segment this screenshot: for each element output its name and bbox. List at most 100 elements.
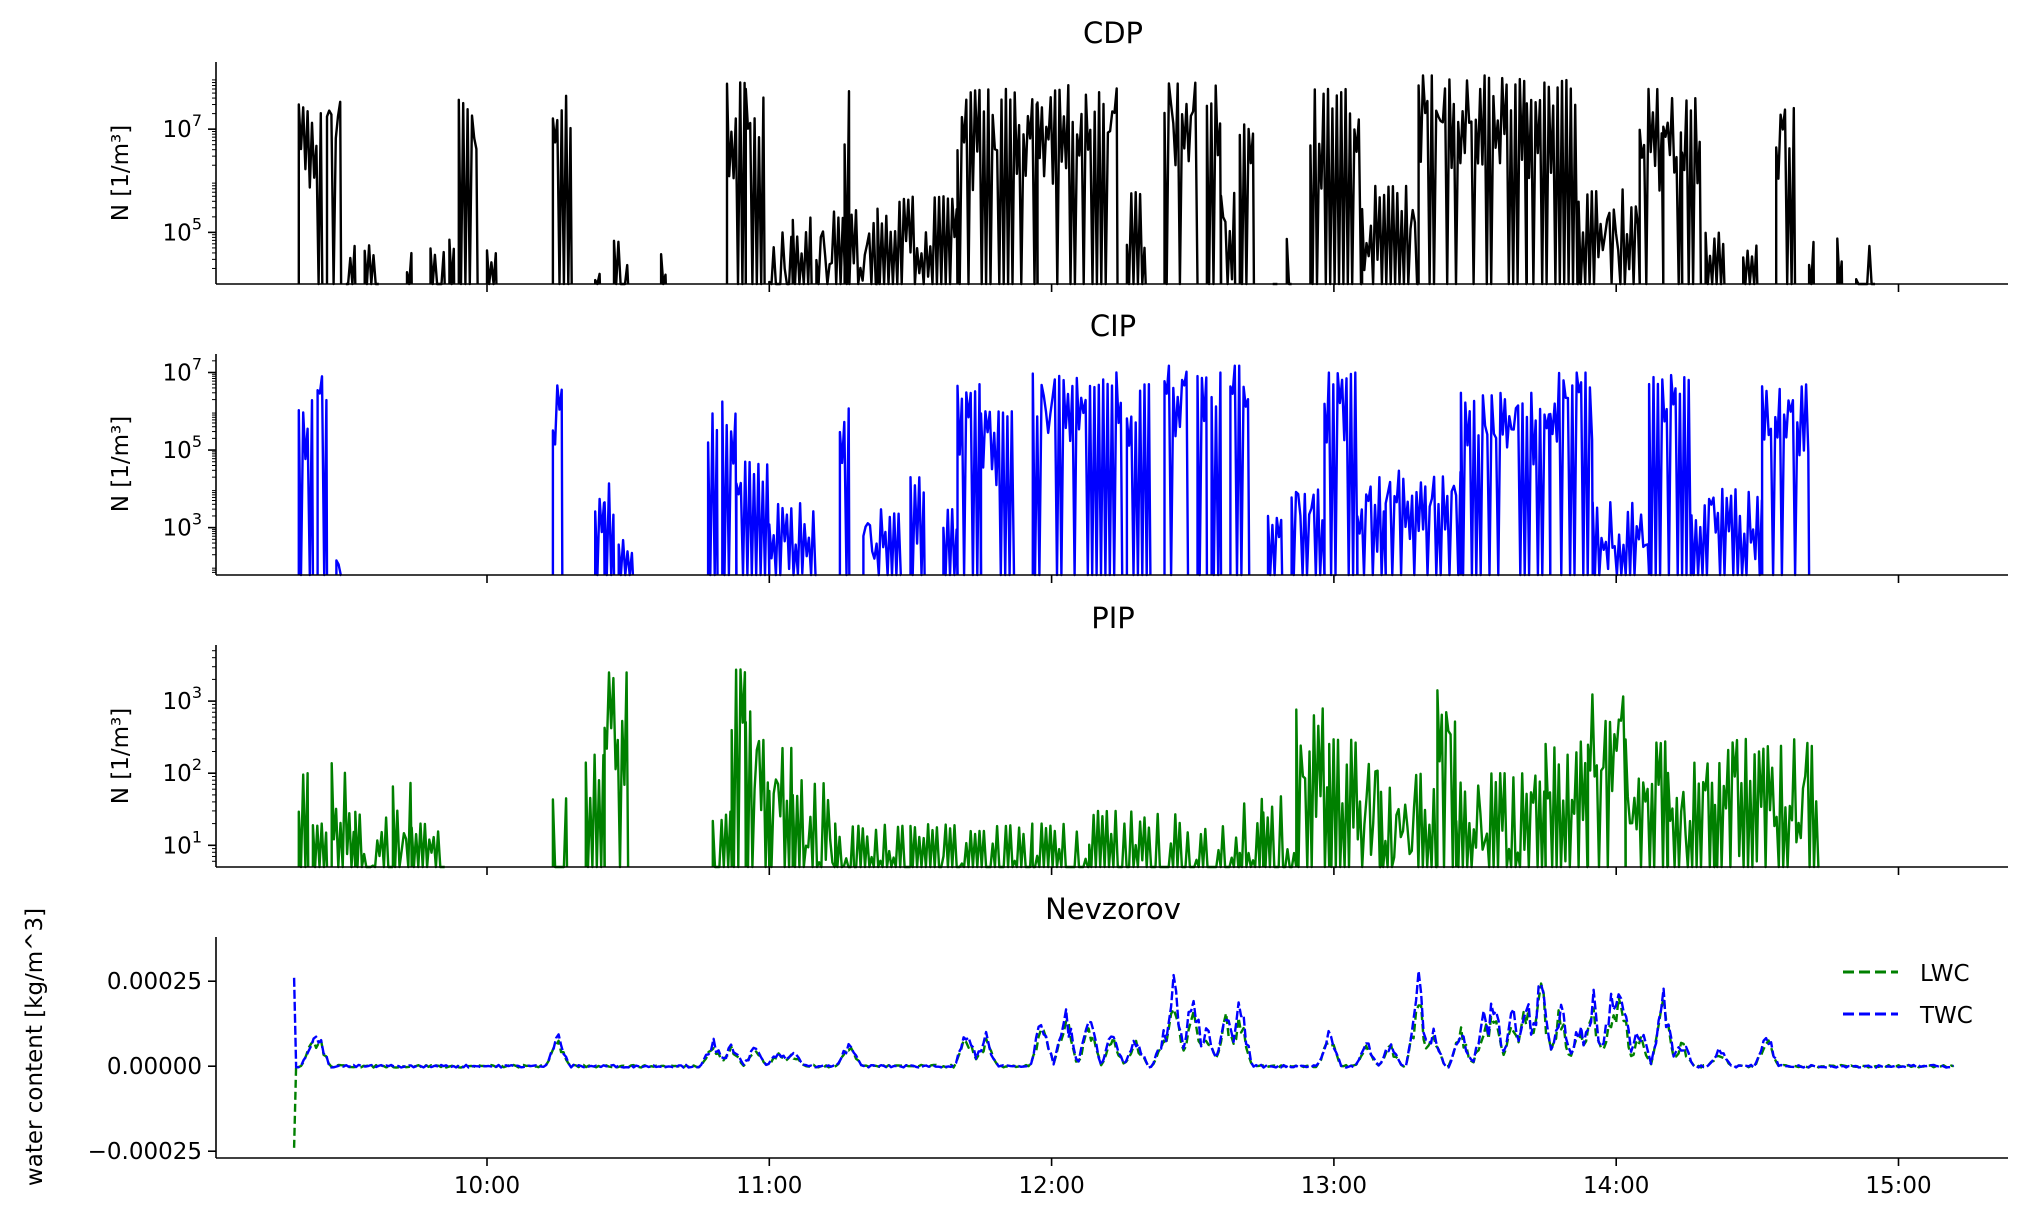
x-tick-label: 15:00: [1865, 1173, 1931, 1199]
burst-trace: [297, 103, 324, 286]
x-tick-label: 13:00: [1301, 1173, 1367, 1199]
y-tick-exponent: 7: [192, 355, 202, 374]
burst-trace: [706, 412, 719, 577]
y-tick-base: 10: [163, 117, 192, 143]
burst-trace: [834, 822, 856, 869]
panel-title-nevzorov: Nevzorov: [1045, 892, 1181, 926]
burst-trace: [405, 251, 413, 286]
burst-trace: [725, 81, 747, 286]
burst-trace: [1356, 476, 1387, 577]
y-tick-exponent: 5: [192, 432, 202, 451]
y-tick-exponent: 2: [192, 755, 202, 774]
burst-trace: [429, 247, 446, 286]
burst-trace: [791, 216, 813, 286]
panel-title-cdp: CDP: [1083, 16, 1143, 50]
burst-trace: [1638, 87, 1665, 286]
burst-trace: [854, 823, 911, 869]
burst-trace: [1163, 81, 1199, 286]
burst-trace: [956, 383, 983, 577]
burst-trace: [1126, 810, 1184, 869]
burst-trace: [942, 508, 959, 577]
burst-trace: [1229, 364, 1251, 577]
burst-trace: [735, 460, 771, 577]
burst-trace: [316, 375, 329, 577]
burst-trace: [1238, 797, 1265, 869]
cip-y-label: N [1/m³]: [108, 416, 134, 512]
y-tick-base: 10: [163, 361, 192, 387]
burst-trace: [1360, 184, 1419, 286]
burst-trace: [1031, 371, 1124, 577]
burst-trace: [957, 822, 1034, 869]
burst-trace: [448, 238, 456, 286]
y-tick-exponent: 1: [192, 827, 202, 846]
burst-trace: [1713, 737, 1820, 869]
burst-trace: [1742, 244, 1759, 286]
burst-trace: [1384, 469, 1463, 577]
burst-trace: [1525, 78, 1579, 286]
burst-trace: [1417, 74, 1528, 286]
burst-trace: [457, 98, 479, 286]
cip-x-ticks: [486, 575, 1900, 583]
burst-trace: [1624, 738, 1669, 869]
burst-trace: [979, 410, 1016, 577]
y-tick-base: 10: [163, 516, 192, 542]
burst-trace: [1586, 693, 1627, 869]
burst-trace: [1205, 84, 1223, 286]
burst-trace: [345, 244, 357, 286]
burst-trace: [325, 100, 343, 286]
burst-trace: [838, 407, 851, 577]
nevzorov-y-label: water content [kg/m^3]: [22, 908, 48, 1186]
y-tick-base: 10: [163, 438, 192, 464]
burst-trace: [1549, 371, 1594, 577]
burst-trace: [603, 671, 630, 869]
burst-trace: [791, 779, 836, 869]
burst-trace: [1666, 761, 1716, 869]
y-tick-label: 0.00025: [107, 969, 202, 995]
burst-trace: [1323, 371, 1359, 577]
burst-trace: [1647, 373, 1693, 577]
burst-trace: [1290, 488, 1326, 577]
nevzorov-y-ticks: 0.00025 0.00000 −0.00025: [88, 969, 216, 1165]
burst-trace: [876, 195, 959, 286]
burst-trace: [354, 810, 394, 869]
burst-trace: [1704, 231, 1726, 286]
burst-trace: [335, 559, 342, 577]
legend: LWC TWC: [1843, 961, 1973, 1029]
burst-trace: [1309, 87, 1363, 286]
burst-trace: [768, 231, 794, 286]
cdp-data: [297, 74, 1875, 286]
burst-trace: [1210, 371, 1223, 577]
y-tick-base: 10: [163, 833, 192, 859]
series-lwc: [292, 982, 1954, 1148]
x-tick-label: 11:00: [736, 1173, 802, 1199]
burst-trace: [330, 762, 357, 869]
panel-title-cip: CIP: [1090, 309, 1136, 343]
burst-trace: [410, 822, 445, 869]
burst-trace: [909, 823, 958, 869]
burst-trace: [363, 244, 380, 286]
burst-trace: [1125, 383, 1152, 577]
burst-trace: [768, 746, 794, 869]
y-tick-label: 107: [163, 111, 202, 143]
burst-trace: [551, 797, 569, 869]
burst-trace: [1238, 123, 1256, 286]
y-tick-label: 101: [163, 827, 202, 859]
y-tick-exponent: 7: [192, 111, 202, 130]
x-tick-label: 10:00: [454, 1173, 520, 1199]
nevzorov-x-ticks: 10:00 11:00 12:00 13:00 14:00 15:00: [454, 1158, 1932, 1199]
burst-trace: [909, 476, 926, 577]
y-tick-label: 102: [163, 755, 202, 787]
burst-trace: [956, 87, 1039, 286]
burst-trace: [1577, 188, 1641, 286]
burst-trace: [730, 668, 747, 869]
burst-trace: [311, 822, 329, 869]
burst-trace: [1036, 84, 1119, 286]
burst-trace: [744, 87, 766, 286]
burst-trace: [1680, 97, 1703, 286]
burst-trace: [1295, 707, 1331, 869]
pip-x-ticks: [486, 867, 1900, 875]
burst-trace: [721, 400, 738, 577]
